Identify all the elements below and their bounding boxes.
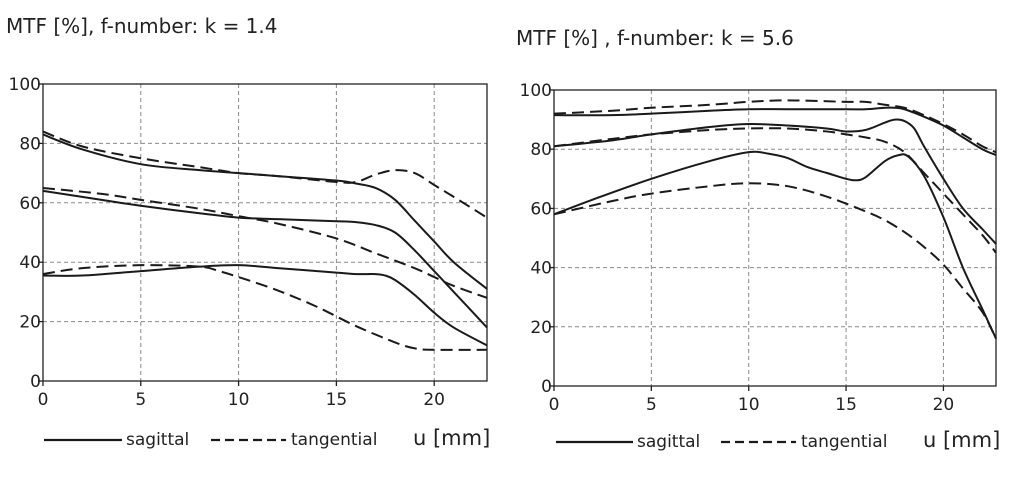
series-tangential-line-6 [553, 182, 997, 340]
x-axis-label: u [mm] [413, 426, 490, 450]
series-sagittal-line-5 [42, 264, 488, 347]
chart-title: MTF [%] , f-number: k = 5.6 [516, 26, 794, 50]
series-sagittal-line-5 [553, 150, 997, 340]
y-tick-label: 20 [530, 318, 552, 338]
legend-tangential-label: tangential [291, 430, 377, 450]
y-tick-label: 100 [9, 75, 41, 95]
series-sagittal-line-1 [553, 106, 997, 157]
x-tick-label: 5 [646, 395, 657, 415]
x-axis-label: u [mm] [923, 428, 1000, 452]
y-tick-label: 0 [30, 372, 41, 392]
x-tick-label: 5 [135, 390, 146, 410]
x-tick-label: 20 [423, 390, 445, 410]
y-tick-label: 40 [19, 253, 41, 273]
y-tick-label: 60 [19, 194, 41, 214]
series-tangential-line-2 [553, 99, 997, 154]
x-tick-label: 10 [738, 395, 760, 415]
x-tick-label: 15 [326, 390, 348, 410]
series-tangential-line-6 [42, 264, 488, 351]
chart-2-group: MTF [%] , f-number: k = 5.6 0 5 10 15 20 0 20 40… [516, 26, 1000, 452]
x-tick-label: 0 [549, 395, 560, 415]
y-tick-label: 20 [19, 313, 41, 333]
x-tick-label: 0 [38, 390, 49, 410]
y-tick-label: 80 [19, 134, 41, 154]
chart-1-group: MTF [%], f-number: k = 1.4 0 5 10 15 20 0 20 40 6… [6, 14, 490, 450]
legend-sagittal-label: sagittal [126, 430, 189, 450]
y-tick-label: 40 [530, 259, 552, 279]
legend-sagittal-label: sagittal [637, 432, 700, 452]
y-tick-label: 100 [520, 81, 552, 101]
series-sagittal-line-1 [42, 133, 488, 290]
legend-tangential-label: tangential [801, 432, 887, 452]
y-tick-label: 0 [541, 377, 552, 397]
series-sagittal-line-3 [42, 189, 488, 329]
series-sagittal-line-3 [553, 118, 997, 245]
series-tangential-line-2 [42, 130, 488, 219]
series-tangential-line-4 [553, 127, 997, 254]
x-tick-label: 20 [933, 395, 955, 415]
plot-frame [553, 89, 997, 387]
x-tick-label: 10 [228, 390, 250, 410]
x-tick-label: 15 [835, 395, 857, 415]
plot-frame [42, 83, 488, 382]
y-tick-label: 60 [530, 199, 552, 219]
chart-title: MTF [%], f-number: k = 1.4 [6, 14, 277, 38]
series-tangential-line-4 [42, 186, 488, 299]
y-tick-label: 80 [530, 140, 552, 160]
